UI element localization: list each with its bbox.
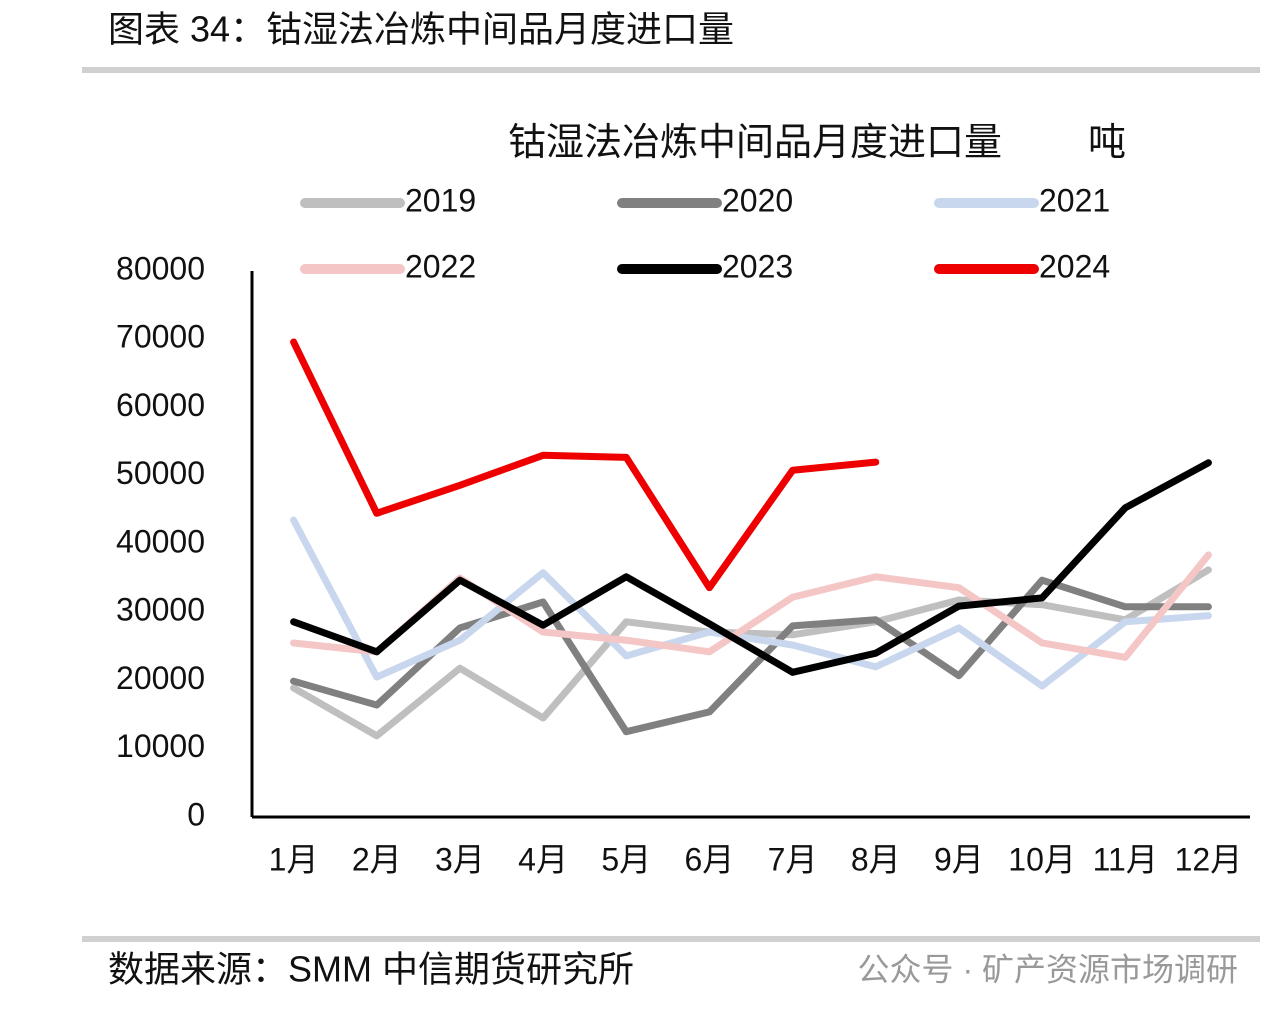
- x-tick-label: 1月: [269, 841, 319, 877]
- legend-label: 2022: [405, 248, 476, 284]
- x-tick-label: 3月: [435, 841, 485, 877]
- legend-label: 2019: [405, 182, 476, 218]
- series-line: [290, 338, 880, 592]
- y-tick-label: 70000: [116, 319, 205, 355]
- x-tick-label: 9月: [934, 841, 984, 877]
- source-note: 数据来源：SMM 中信期货研究所: [108, 949, 634, 990]
- legend-label: 2021: [1039, 182, 1110, 218]
- series-line: [290, 566, 1212, 740]
- x-tick-label: 12月: [1175, 841, 1243, 877]
- figure-header: 图表 34：钴湿法冶炼中间品月度进口量: [108, 9, 734, 50]
- legend-label: 2023: [722, 248, 793, 284]
- legend-label: 2020: [722, 182, 793, 218]
- y-tick-label: 10000: [116, 728, 205, 764]
- y-tick-label: 40000: [116, 523, 205, 559]
- y-tick-label: 0: [187, 796, 205, 832]
- legend-label: 2024: [1039, 248, 1110, 284]
- x-tick-label: 2月: [352, 841, 402, 877]
- y-tick-label: 30000: [116, 592, 205, 628]
- y-tick-label: 60000: [116, 387, 205, 423]
- chart-title: 钴湿法冶炼中间品月度进口量: [508, 122, 1002, 164]
- x-tick-label: 7月: [768, 841, 818, 877]
- x-tick-label: 4月: [518, 841, 568, 877]
- header-rule: [82, 67, 1260, 73]
- series-line: [290, 516, 1212, 690]
- x-tick-label: 5月: [601, 841, 651, 877]
- x-tick-label: 6月: [685, 841, 735, 877]
- x-tick-label: 10月: [1008, 841, 1076, 877]
- series-line: [290, 459, 1212, 676]
- x-tick-label: 11月: [1093, 841, 1158, 877]
- unit-label: 吨: [1088, 122, 1126, 164]
- y-tick-label: 80000: [116, 250, 205, 286]
- y-tick-label: 20000: [116, 660, 205, 696]
- footer-rule: [82, 936, 1260, 942]
- watermark: 公众号 · 矿产资源市场调研: [858, 951, 1238, 987]
- y-tick-label: 50000: [116, 455, 205, 491]
- x-tick-label: 8月: [851, 841, 901, 877]
